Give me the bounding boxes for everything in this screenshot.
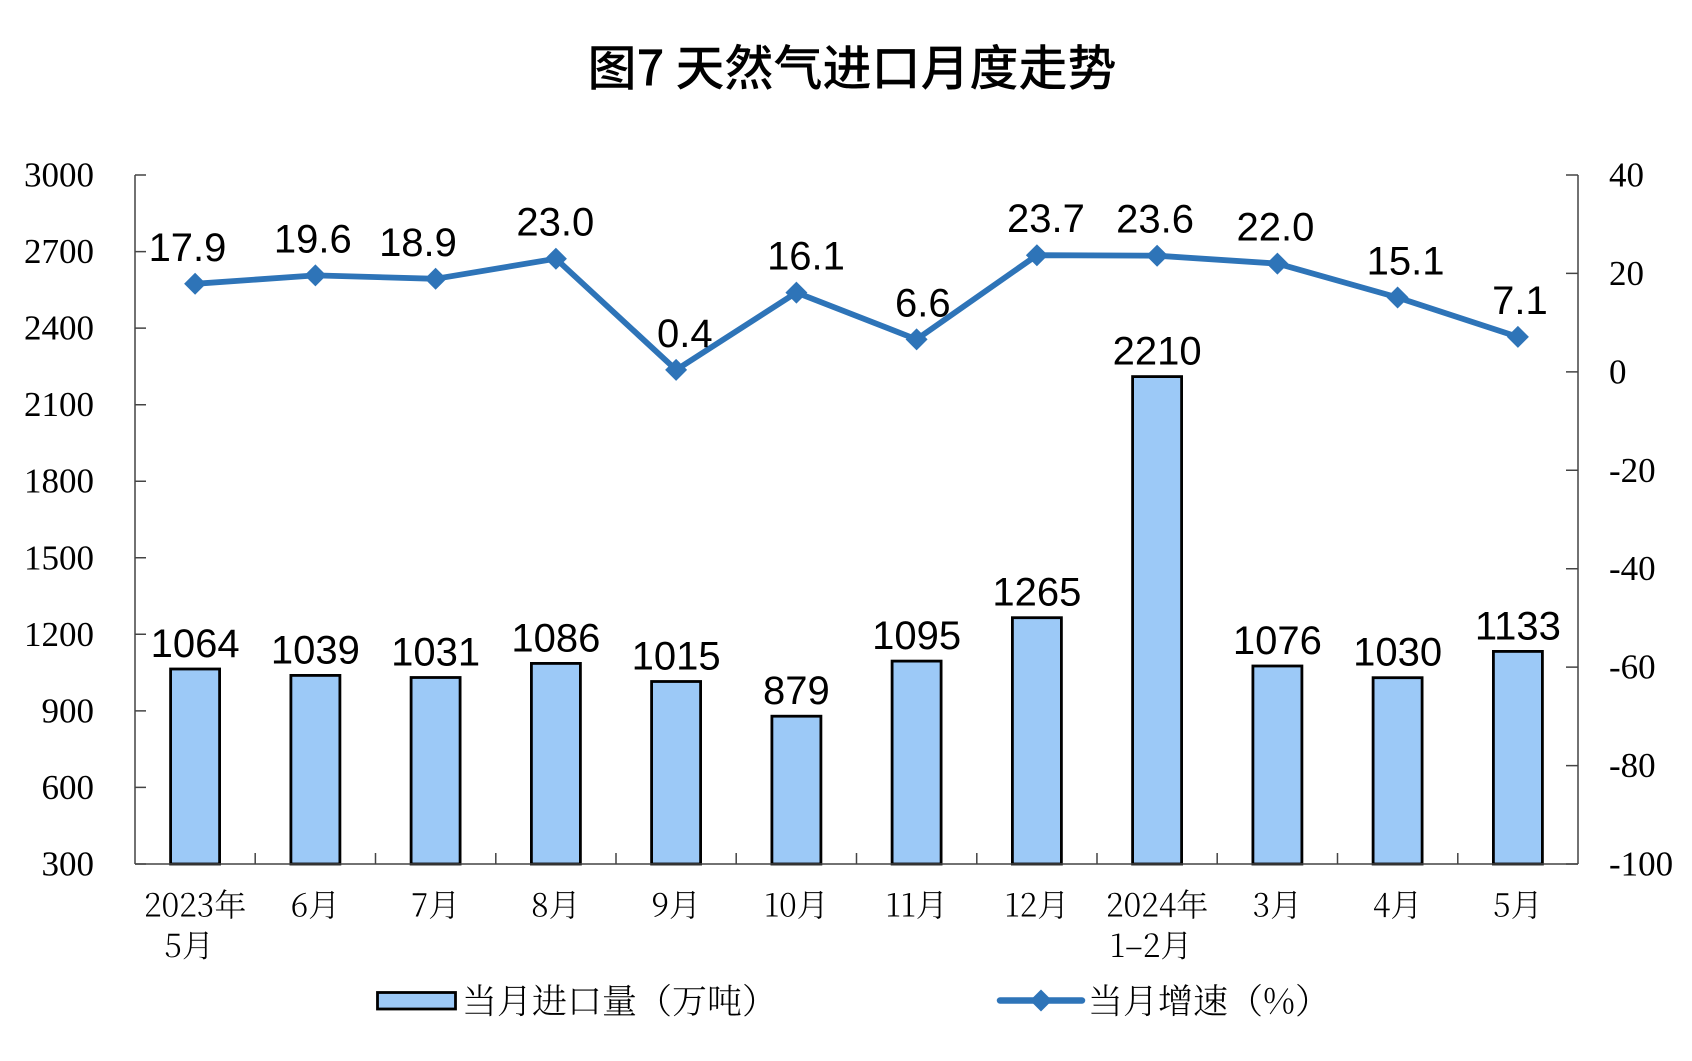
svg-text:19.6: 19.6: [274, 217, 352, 261]
svg-text:1200: 1200: [24, 615, 94, 654]
svg-text:1031: 1031: [391, 631, 480, 675]
svg-text:1030: 1030: [1353, 631, 1442, 675]
svg-text:22.0: 22.0: [1236, 206, 1314, 250]
svg-text:1800: 1800: [24, 462, 94, 501]
svg-text:-100: -100: [1609, 845, 1673, 884]
svg-text:1095: 1095: [872, 614, 961, 658]
svg-text:1076: 1076: [1233, 619, 1322, 663]
svg-text:1086: 1086: [511, 616, 600, 660]
svg-text:23.6: 23.6: [1116, 198, 1194, 242]
svg-text:23.0: 23.0: [516, 201, 594, 245]
svg-text:2400: 2400: [24, 309, 94, 348]
svg-text:16.1: 16.1: [767, 235, 845, 279]
svg-text:300: 300: [42, 845, 95, 884]
svg-text:-60: -60: [1609, 648, 1656, 687]
svg-text:-80: -80: [1609, 746, 1656, 785]
svg-text:879: 879: [763, 669, 830, 713]
svg-text:17.9: 17.9: [149, 226, 227, 270]
svg-text:1133: 1133: [1475, 604, 1561, 648]
svg-text:0: 0: [1609, 352, 1627, 391]
svg-text:15.1: 15.1: [1367, 240, 1445, 284]
svg-text:1039: 1039: [271, 628, 360, 672]
svg-text:7.1: 7.1: [1492, 279, 1548, 323]
svg-text:23.7: 23.7: [1007, 197, 1085, 241]
svg-text:2700: 2700: [24, 232, 94, 271]
svg-text:20: 20: [1609, 254, 1644, 293]
svg-text:0.4: 0.4: [657, 312, 713, 356]
svg-text:1500: 1500: [24, 538, 94, 577]
svg-text:3000: 3000: [24, 156, 94, 195]
svg-text:900: 900: [42, 691, 95, 730]
svg-text:1265: 1265: [992, 571, 1081, 615]
svg-text:2100: 2100: [24, 385, 94, 424]
svg-text:1064: 1064: [151, 622, 240, 666]
svg-text:-20: -20: [1609, 451, 1656, 490]
svg-text:18.9: 18.9: [379, 221, 457, 265]
svg-text:6.6: 6.6: [895, 281, 951, 325]
svg-text:600: 600: [42, 768, 95, 807]
svg-text:40: 40: [1609, 156, 1644, 195]
svg-text:1015: 1015: [632, 635, 721, 679]
svg-text:2210: 2210: [1113, 330, 1202, 374]
svg-text:-40: -40: [1609, 549, 1656, 588]
